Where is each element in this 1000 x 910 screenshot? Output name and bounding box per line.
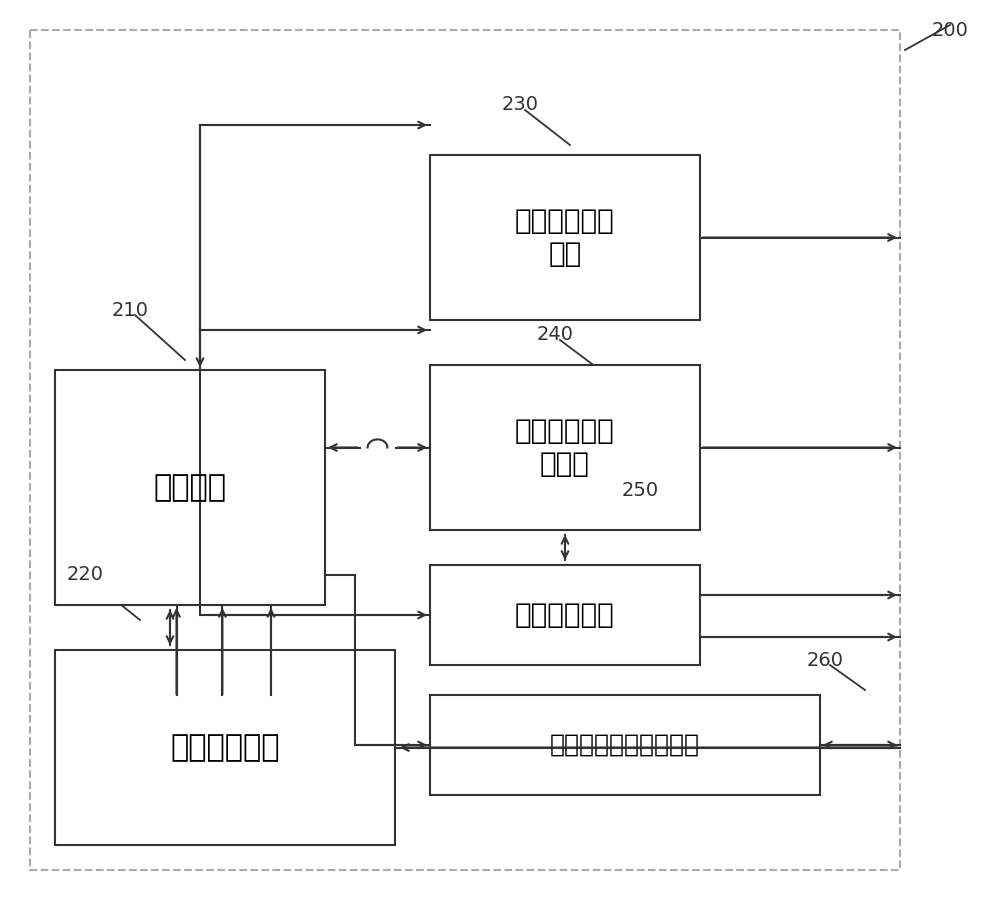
Text: 任意波数据产
生模块: 任意波数据产 生模块	[515, 418, 615, 478]
Bar	[55, 650, 395, 845]
Text: 数据读取模块: 数据读取模块	[170, 733, 280, 762]
Text: 220: 220	[66, 565, 104, 584]
Bar	[430, 155, 700, 320]
Text: 210: 210	[112, 300, 148, 319]
Bar	[55, 370, 325, 605]
Text: 230: 230	[502, 96, 538, 115]
Text: 250: 250	[621, 480, 659, 500]
Bar	[30, 30, 900, 870]
Bar	[430, 565, 700, 665]
Text: 240: 240	[536, 326, 574, 345]
Text: 200: 200	[932, 21, 968, 39]
Bar	[430, 695, 820, 795]
Text: 260: 260	[806, 651, 844, 670]
Bar	[430, 365, 700, 530]
Text: 串行外设接口管理模块: 串行外设接口管理模块	[550, 733, 700, 757]
Text: 时钟管理模块: 时钟管理模块	[515, 601, 615, 629]
Text: 管理模块: 管理模块	[154, 473, 226, 502]
Text: 方波数据产生
模块: 方波数据产生 模块	[515, 207, 615, 268]
